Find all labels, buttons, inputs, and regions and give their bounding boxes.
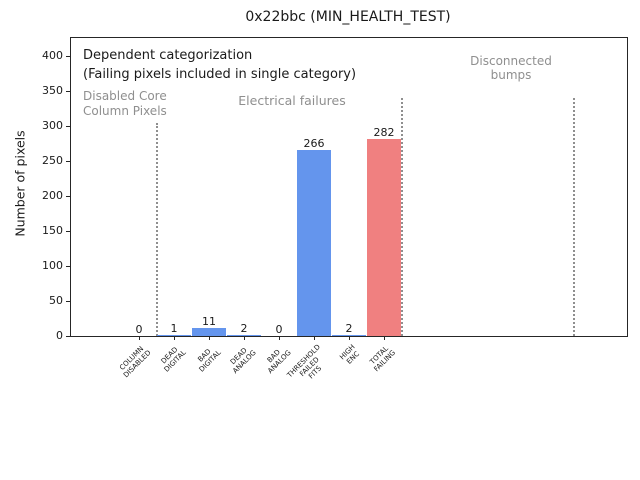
y-tick-label: 200 [42,189,63,203]
x-tick-mark [173,336,175,340]
bar-value-label: 0 [135,323,143,336]
bar-value-label: 266 [303,137,325,150]
y-tick-label: 350 [42,84,63,98]
section-divider-line [572,98,575,336]
y-tick-label: 100 [42,259,63,273]
x-tick-mark [208,336,210,340]
x-tick-mark [243,336,245,340]
y-tick-label: 300 [42,119,63,133]
y-tick-label: 150 [42,224,63,238]
bar-high-enc [332,335,366,336]
x-tick-label-threshold-failed-fits: THRESHOLD FAILED FITS [285,343,323,381]
section-divider-line [156,123,158,336]
y-tick-mark [66,335,70,337]
y-tick-label: 0 [56,329,63,342]
bar-value-label: 282 [373,126,395,139]
y-tick-mark [66,125,70,127]
x-tick-mark [138,336,140,340]
bar-bad-digital [192,328,226,336]
bar-dead-digital [157,335,191,336]
section-divider-line [400,98,403,336]
plot-area: 0 50 100 150 200 250 300 350 400 0 1 11 2 0 266 2 282 C… [42,37,628,381]
bar-dead-analog [227,335,261,336]
x-tick-mark [313,336,315,340]
bar-total-failing [367,139,401,336]
annotation-failing-pixels-note: (Failing pixels included in single categ… [83,67,357,82]
y-tick-label: 250 [42,154,63,168]
annotation-dependent-categorization: Dependent categorization [83,48,253,63]
x-tick-mark [348,336,350,340]
x-tick-label-dead-analog: DEAD ANALOG [228,346,258,376]
x-tick-label-bad-digital: BAD DIGITAL [196,347,223,374]
y-tick-label: 400 [42,49,63,63]
bar-value-label: 0 [275,323,283,336]
x-tick-label-total-failing: TOTAL FAILING [368,344,398,374]
y-tick-mark [66,55,70,57]
y-axis-label: Number of pixels [12,130,28,237]
y-tick-mark [66,300,70,302]
section-label-disabled-core-column-pixels: Disabled Core Column Pixels [83,89,167,118]
bar-value-label: 2 [240,322,248,335]
y-tick-mark [66,195,70,197]
y-tick-label: 50 [49,294,63,308]
bar-value-label: 1 [170,322,178,335]
y-tick-mark [66,265,70,267]
x-tick-label-column-disabled: COLUMN DISABLED [117,344,153,380]
y-tick-mark [66,160,70,162]
x-tick-label-dead-digital: DEAD DIGITAL [159,345,188,374]
bar-threshold-failed-fits [297,150,331,336]
y-tick-mark [66,90,70,92]
y-tick-mark [66,230,70,232]
x-tick-mark [278,336,280,340]
chart-title: 0x22bbc (MIN_HEALTH_TEST) [245,9,451,25]
section-label-electrical-failures: Electrical failures [238,93,346,108]
section-label-disconnected-bumps: Disconnected bumps [470,54,552,82]
bar-value-label: 11 [202,315,216,328]
x-tick-mark [383,336,385,340]
bar-value-label: 2 [345,322,353,335]
x-tick-label-high-enc: HIGH ENC [338,343,362,366]
